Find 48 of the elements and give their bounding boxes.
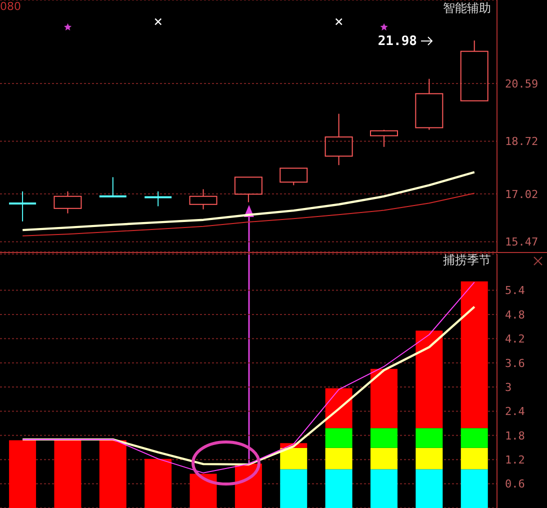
y-tick-label: 20.59 — [505, 77, 538, 90]
y-tick-label: 15.47 — [505, 236, 538, 249]
y-tick-label: 1.2 — [505, 454, 525, 467]
bar — [416, 469, 443, 508]
annotation: 080 — [0, 0, 21, 13]
chart-title: 捕捞季节 — [443, 252, 491, 269]
y-tick-label: 0.6 — [505, 478, 525, 491]
bar — [370, 469, 398, 508]
y-tick-label: 4.2 — [505, 332, 525, 346]
bar — [325, 388, 352, 428]
line-series — [22, 282, 475, 474]
bar — [416, 448, 443, 470]
bar — [99, 440, 126, 508]
bar — [370, 448, 398, 470]
bar — [325, 448, 352, 470]
line-series — [21, 306, 476, 466]
y-tick-label: 2.4 — [505, 405, 526, 418]
bar — [325, 469, 352, 508]
bar — [370, 368, 398, 428]
annotation: 21.98 — [378, 34, 417, 49]
y-tick-label: 18.72 — [505, 135, 538, 148]
bar — [416, 330, 443, 428]
bar — [460, 448, 488, 470]
bar — [460, 281, 488, 428]
y-tick-label: 4.8 — [505, 308, 525, 322]
chart-title: 智能辅助 — [443, 0, 491, 17]
bar — [416, 428, 443, 448]
bar — [325, 428, 352, 448]
y-tick-label: 3 — [505, 380, 512, 394]
y-tick-label: 1.8 — [505, 429, 525, 442]
candlestick — [324, 113, 353, 166]
line-series — [22, 192, 475, 236]
bar — [280, 469, 308, 508]
bar — [370, 428, 398, 448]
bar — [190, 474, 217, 508]
candlestick — [8, 190, 38, 222]
y-tick-label: 17.02 — [505, 188, 538, 201]
bar — [460, 469, 488, 508]
candlestick — [189, 188, 218, 210]
y-tick-label: 5.4 — [505, 284, 526, 298]
candlestick — [54, 190, 82, 214]
bar — [144, 458, 172, 508]
line-series — [21, 171, 476, 232]
bar — [54, 440, 82, 508]
bar — [9, 440, 36, 508]
bar — [460, 428, 488, 448]
bar — [280, 448, 308, 470]
y-tick-label: 3.6 — [505, 356, 525, 370]
